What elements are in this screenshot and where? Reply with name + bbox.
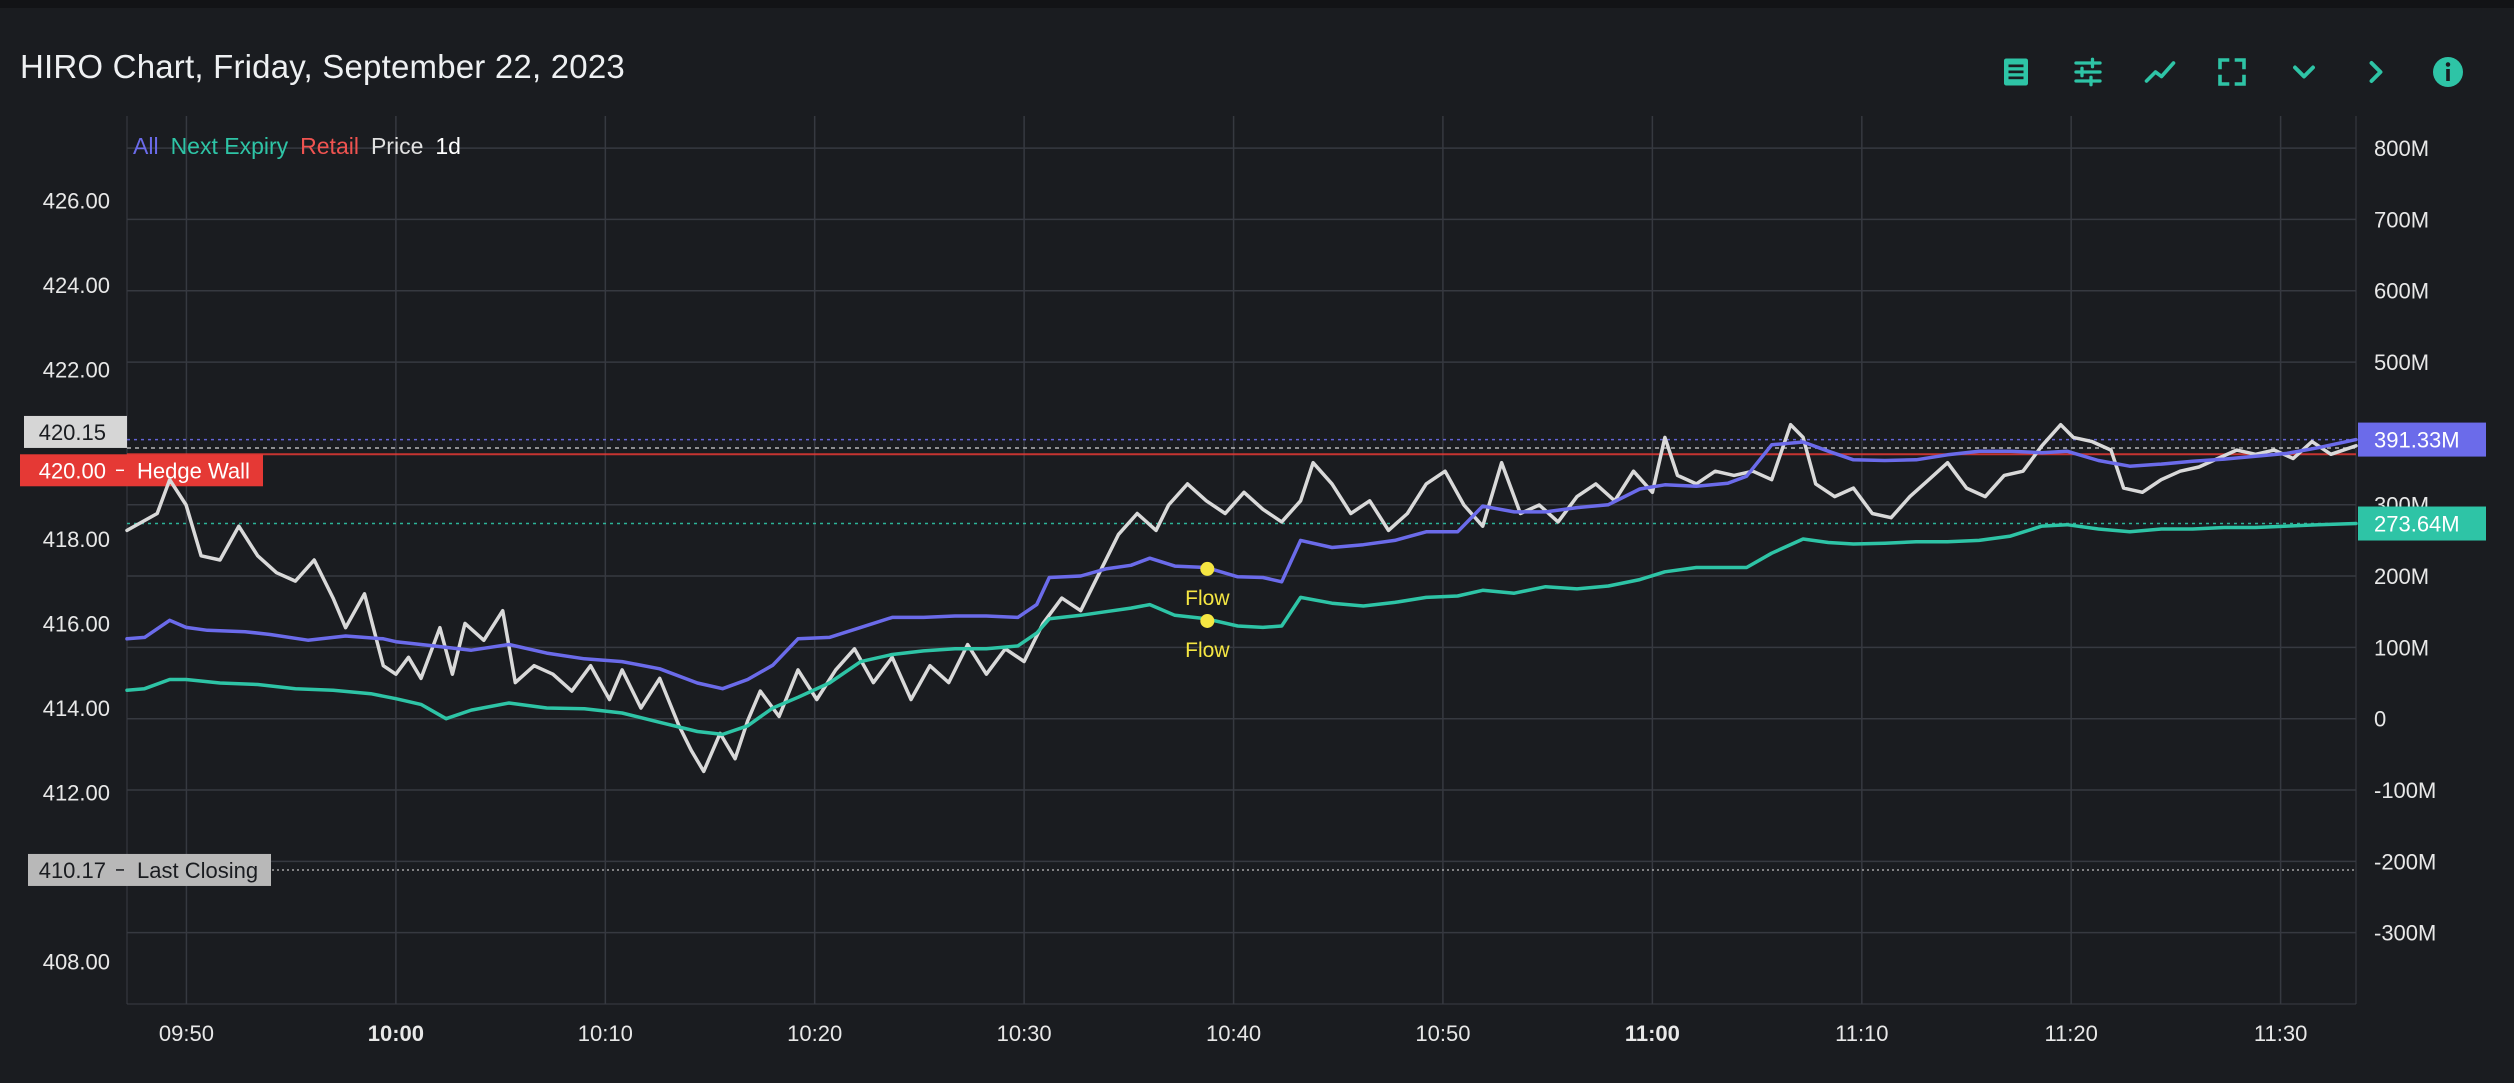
right-tick-label: 200M [2374,564,2429,589]
right-tick-label: 500M [2374,350,2429,375]
flow-marker-dot [1200,561,1215,576]
top-strip [0,0,2514,8]
right-tick-label: 600M [2374,279,2429,304]
sliders-icon[interactable] [2052,48,2124,96]
legend-item[interactable]: Price [371,133,423,159]
right-tick-label: 0 [2374,707,2386,732]
x-tick-label: 10:10 [578,1021,633,1046]
left-tick-label: 408.00 [43,950,110,975]
notes-icon[interactable] [1980,48,2052,96]
legend-item[interactable]: 1d [435,133,461,159]
x-tick-label: 11:10 [1835,1021,1888,1046]
left-tick-label: 412.00 [43,781,110,806]
right-tick-label: 700M [2374,207,2429,232]
chart-toolbar [1980,48,2484,96]
right-tick-label: -100M [2374,778,2436,803]
x-tick-label: 10:40 [1206,1021,1261,1046]
price-level-label: 420.15 [39,420,106,445]
price-level-badge [24,415,127,448]
hedge-wall-value: 420.00 [39,458,106,483]
flow-marker-label: Flow [1185,587,1230,610]
x-tick-label: 11:20 [2044,1021,2097,1046]
axes: 800M700M600M500M300M200M100M0-100M-200M-… [43,136,2437,1046]
chart-legend: All Next Expiry Retail Price 1d [133,133,461,159]
chart-grid [126,116,2357,1005]
flow-marker-dot [1200,613,1215,628]
chevron-right-icon[interactable] [2340,48,2412,96]
series-lines [125,422,2358,774]
right-tick-label: 100M [2374,635,2429,660]
right-tick-label: -200M [2374,849,2436,874]
hedge-wall-badge [20,454,263,487]
series-next-expiry [125,521,2358,737]
last-closing-value: 410.17 [39,858,106,883]
flow-marker-label: Flow [1185,639,1230,662]
right-value-badge [2358,506,2486,541]
legend-item[interactable]: Retail [300,133,359,159]
x-tick-label: 10:30 [997,1021,1052,1046]
last-closing-tag: Last Closing [137,858,258,883]
legend-item[interactable]: Next Expiry [171,133,289,159]
fullscreen-icon[interactable] [2196,48,2268,96]
left-tick-label: 414.00 [43,696,110,721]
x-tick-label: 11:30 [2254,1021,2307,1046]
left-tick-label: 426.00 [43,189,110,214]
chevron-down-icon[interactable] [2268,48,2340,96]
last-closing-badge [28,853,271,886]
x-tick-label: 10:50 [1415,1021,1470,1046]
left-tick-label: 422.00 [43,358,110,383]
x-tick-label: 09:50 [159,1021,214,1046]
left-tick-label: 418.00 [43,527,110,552]
info-icon[interactable] [2412,48,2484,96]
flow-markers: Flow Flow [1185,561,1230,662]
x-tick-label: 11:00 [1625,1021,1680,1046]
legend-item[interactable]: All [133,133,159,159]
x-tick-label: 10:00 [368,1021,424,1046]
chart-title: HIRO Chart, Friday, September 22, 2023 [20,48,625,85]
left-tick-label: 424.00 [43,273,110,298]
series-all [125,437,2358,691]
left-tick-label: 416.00 [43,611,110,636]
right-value-badge-label: 391.33M [2374,428,2460,453]
value-badges: 391.33M 273.64M [2358,422,2486,541]
right-tick-label: 800M [2374,136,2429,161]
x-tick-label: 10:20 [787,1021,842,1046]
hedge-wall-tag: Hedge Wall [137,458,250,483]
series-price [125,422,2358,774]
right-tick-label: -300M [2374,921,2436,946]
trend-line-icon[interactable] [2124,48,2196,96]
level-lines: 420.15 420.00 Hedge Wall 410.17 Last Closing [20,415,2356,886]
right-value-badge-label: 273.64M [2374,512,2460,537]
right-value-badge [2358,422,2486,457]
